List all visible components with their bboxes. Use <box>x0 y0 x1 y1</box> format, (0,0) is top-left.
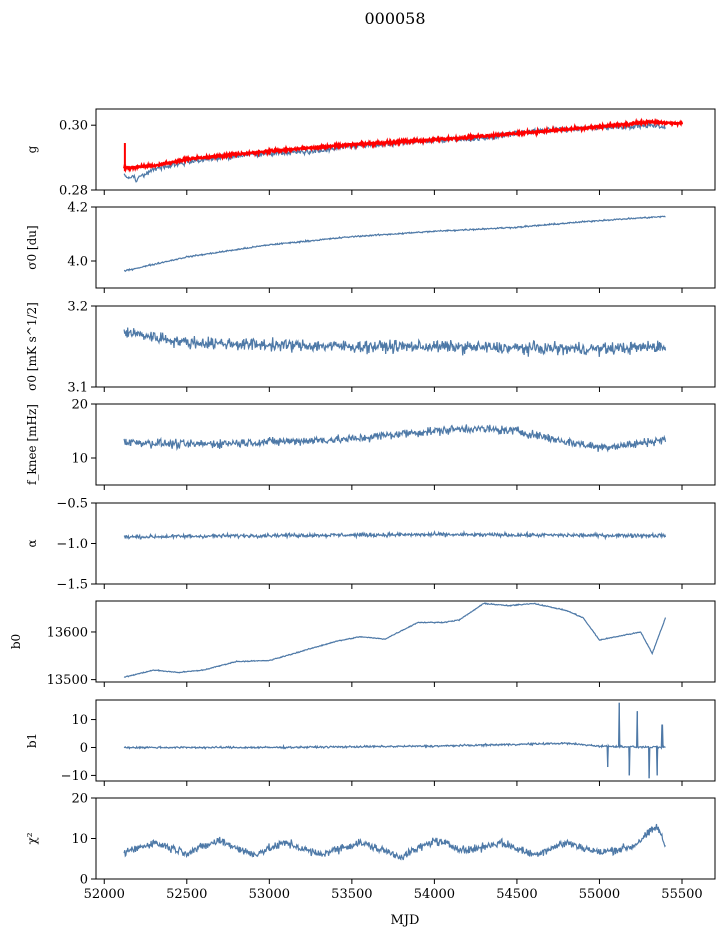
y-tick-label: 20 <box>71 792 88 807</box>
x-tick-label: 52000 <box>84 887 125 902</box>
x-tick-label: 55500 <box>661 887 702 902</box>
x-tick-label: 55000 <box>579 887 620 902</box>
y-tick-label: 3.1 <box>67 381 88 396</box>
axes-frame <box>95 797 716 880</box>
subplot-3: 3.1 3.2 σ0 [mK s^1/2] <box>25 300 716 396</box>
data-series-line <box>123 702 666 779</box>
y-tick-label: 13500 <box>47 673 88 688</box>
data-series-line <box>123 327 667 357</box>
y-tick-label: 0.30 <box>59 119 88 134</box>
subplot-6: 13500 13600 b0 <box>9 600 716 688</box>
data-series-line <box>123 424 667 453</box>
y-tick-label: −1.0 <box>56 537 88 552</box>
y-tick-label: 13600 <box>47 625 88 640</box>
y-tick-label: 10 <box>71 832 88 847</box>
fit-line <box>123 117 684 174</box>
data-series-line <box>123 823 666 861</box>
subplot-stack: 0.28 0.30 g 4.0 4.2 σ0 [du] 3.1 3.2 σ0 [mK s^1/2… <box>9 108 716 902</box>
y-axis-label: χ² <box>25 832 39 844</box>
y-tick-label: 4.0 <box>67 255 88 270</box>
subplot-5: −1.5 −1.0 −0.5 α <box>25 497 716 593</box>
axes-frame <box>95 305 716 388</box>
y-tick-label: 0.28 <box>59 184 88 199</box>
y-tick-label: −0.5 <box>56 497 88 512</box>
subplot-4: 10 20 f_knee [mHz] <box>25 398 716 490</box>
x-tick-label: 53000 <box>249 887 290 902</box>
y-tick-label: 4.2 <box>67 201 88 216</box>
y-tick-label: 0 <box>80 741 88 756</box>
subplot-2: 4.0 4.2 σ0 [du] <box>25 201 716 293</box>
x-tick-label: 52500 <box>166 887 207 902</box>
data-series-line <box>123 529 667 541</box>
y-axis-label: g <box>25 145 39 153</box>
axes-frame <box>95 502 716 585</box>
y-axis-label: f_knee [mHz] <box>25 404 39 485</box>
axes-frame <box>95 699 716 782</box>
subplot-8: 0 10 20 52000 52500 53000 53500 54000 54500 55000… <box>25 792 716 902</box>
y-tick-label: 0 <box>80 873 88 888</box>
y-axis-label: b1 <box>25 733 39 748</box>
x-tick-label: 54000 <box>414 887 455 902</box>
subplot-1: 0.28 0.30 g <box>25 108 716 199</box>
y-tick-label: 10 <box>71 713 88 728</box>
figure-title: 000058 <box>364 9 425 28</box>
x-axis-label: MJD <box>391 913 420 928</box>
y-tick-label: −1.5 <box>56 578 88 593</box>
y-axis-label: b0 <box>9 634 23 649</box>
y-tick-label: 3.2 <box>67 300 88 315</box>
y-tick-label: −10 <box>61 769 88 784</box>
axes-frame <box>95 403 716 486</box>
subplot-7: −10 0 10 b1 <box>25 699 716 786</box>
axes-frame <box>95 206 716 289</box>
x-tick-label: 54500 <box>496 887 537 902</box>
data-series-line <box>123 215 666 273</box>
data-series-line <box>123 602 667 678</box>
y-tick-label: 10 <box>71 452 88 467</box>
y-tick-label: 20 <box>71 398 88 413</box>
y-axis-label: σ0 [mK s^1/2] <box>25 302 39 391</box>
axes-frame <box>95 108 716 191</box>
x-tick-label: 53500 <box>331 887 372 902</box>
axes-frame <box>95 600 716 683</box>
y-axis-label: σ0 [du] <box>25 225 39 269</box>
y-axis-label: α <box>25 539 39 547</box>
